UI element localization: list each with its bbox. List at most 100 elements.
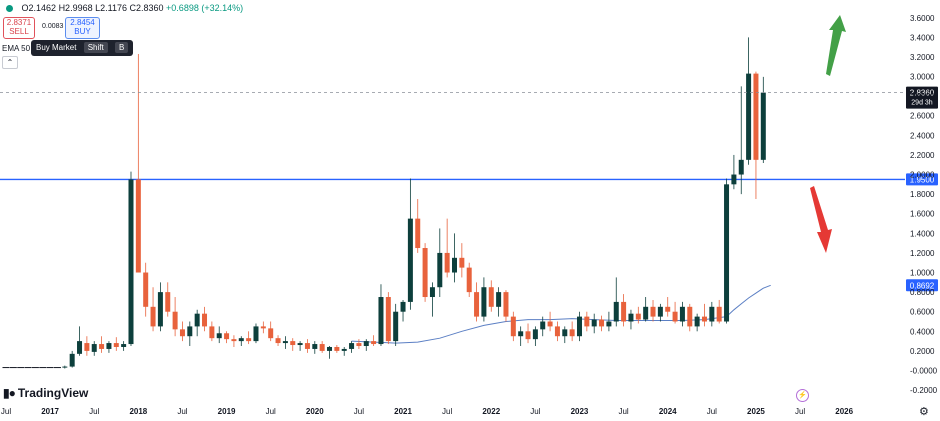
candle[interactable]: [378, 284, 384, 347]
candle[interactable]: [731, 154, 737, 190]
candle[interactable]: [415, 199, 421, 253]
candle[interactable]: [753, 71, 759, 200]
candle[interactable]: [452, 233, 457, 283]
candle[interactable]: [496, 287, 502, 317]
arrow-up-drawing[interactable]: [826, 15, 846, 76]
candle[interactable]: [349, 341, 355, 353]
candle[interactable]: [312, 341, 318, 354]
candle[interactable]: [407, 178, 413, 310]
candle[interactable]: [437, 228, 443, 298]
gear-icon[interactable]: ⚙: [919, 406, 929, 418]
level-line[interactable]: 1.9500: [0, 173, 938, 186]
candle[interactable]: [165, 282, 171, 317]
candle[interactable]: [738, 86, 744, 195]
candle[interactable]: [576, 311, 582, 342]
candle[interactable]: [709, 301, 715, 327]
candle[interactable]: [562, 326, 568, 344]
candle[interactable]: [209, 321, 215, 342]
candle[interactable]: [488, 280, 494, 312]
ema-legend[interactable]: EMA 50 c: [2, 44, 37, 53]
candle[interactable]: [179, 321, 185, 342]
candle[interactable]: [518, 326, 524, 347]
candle[interactable]: [466, 262, 472, 298]
candle[interactable]: [297, 341, 303, 351]
candle[interactable]: [385, 292, 391, 345]
annotations[interactable]: [810, 15, 846, 253]
candle[interactable]: [135, 54, 141, 273]
candle[interactable]: [716, 299, 722, 324]
candle[interactable]: [724, 178, 730, 324]
candle[interactable]: [319, 341, 325, 353]
buy-button[interactable]: 2.8454 BUY: [65, 17, 100, 39]
sell-button[interactable]: 2.8371 SELL: [3, 17, 35, 39]
candle[interactable]: [91, 341, 97, 356]
candle[interactable]: [363, 339, 369, 351]
candle[interactable]: [260, 321, 266, 334]
candle[interactable]: [760, 76, 766, 164]
candle[interactable]: [128, 171, 134, 347]
candle[interactable]: [643, 297, 649, 322]
candle[interactable]: [113, 337, 119, 351]
candle[interactable]: [481, 277, 487, 322]
candle[interactable]: [99, 336, 105, 353]
candle[interactable]: [356, 339, 362, 349]
candle[interactable]: [510, 311, 516, 342]
candle[interactable]: [569, 321, 575, 342]
candle[interactable]: [282, 336, 288, 349]
candle[interactable]: [246, 331, 252, 345]
candle[interactable]: [429, 282, 435, 317]
candle[interactable]: [606, 311, 612, 332]
time-axis[interactable]: Jul 2017 Jul 2018 Jul 2019 Jul 2020 Jul 2021 Jul 20…: [1, 407, 854, 416]
lightning-icon[interactable]: ⚡: [796, 389, 809, 402]
arrow-down-drawing[interactable]: [810, 186, 832, 253]
candle[interactable]: [371, 335, 377, 347]
candle[interactable]: [540, 316, 546, 337]
candle[interactable]: [253, 323, 259, 344]
candle[interactable]: [621, 294, 627, 327]
candle[interactable]: [334, 345, 340, 353]
candle[interactable]: [290, 338, 296, 351]
price-axis[interactable]: 3.6000 3.4000 3.2000 3.0000 2.8000 2.6000 2.40…: [910, 14, 938, 395]
candle[interactable]: [106, 341, 112, 353]
candle[interactable]: [268, 321, 274, 342]
candle[interactable]: [84, 336, 90, 356]
candle[interactable]: [591, 313, 597, 334]
candle[interactable]: [532, 326, 538, 347]
candle[interactable]: [613, 277, 619, 327]
candle[interactable]: [444, 218, 450, 278]
candle[interactable]: [525, 323, 531, 344]
candle[interactable]: [665, 297, 671, 317]
candle[interactable]: [547, 311, 553, 332]
candles[interactable]: [2, 37, 766, 369]
candle[interactable]: [304, 339, 310, 353]
candle[interactable]: [341, 346, 347, 356]
candle[interactable]: [393, 303, 399, 347]
candle[interactable]: [62, 365, 68, 369]
candle[interactable]: [143, 262, 149, 317]
candle[interactable]: [422, 243, 428, 302]
candle[interactable]: [746, 37, 752, 165]
candle[interactable]: [599, 315, 605, 332]
candle[interactable]: [400, 299, 406, 322]
candle[interactable]: [474, 282, 480, 322]
candle[interactable]: [672, 301, 678, 324]
candle[interactable]: [216, 326, 222, 344]
candle[interactable]: [77, 326, 83, 356]
candle[interactable]: [150, 287, 156, 332]
candle[interactable]: [503, 290, 509, 322]
candle[interactable]: [202, 306, 208, 332]
candle[interactable]: [635, 306, 641, 324]
candle[interactable]: [694, 313, 700, 332]
candle[interactable]: [584, 311, 590, 332]
candle[interactable]: [157, 282, 163, 332]
candle[interactable]: [121, 341, 127, 351]
candle[interactable]: [187, 321, 193, 347]
candle[interactable]: [172, 297, 178, 337]
candle[interactable]: [554, 321, 560, 342]
candle[interactable]: [194, 309, 200, 337]
candle[interactable]: [238, 336, 244, 347]
candle[interactable]: [650, 299, 656, 322]
candle[interactable]: [275, 335, 281, 347]
candle[interactable]: [628, 309, 634, 330]
